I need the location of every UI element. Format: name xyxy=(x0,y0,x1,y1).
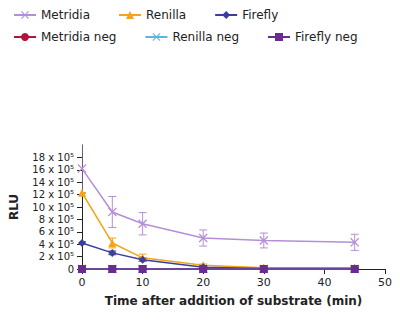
svg-text:Renilla: Renilla xyxy=(146,8,186,22)
svg-text:20: 20 xyxy=(196,276,210,289)
svg-text:Firefly neg: Firefly neg xyxy=(295,30,358,44)
svg-text:10 x 10⁵: 10 x 10⁵ xyxy=(32,202,74,213)
svg-text:14 x 10⁵: 14 x 10⁵ xyxy=(32,177,74,188)
svg-text:18 x 10⁵: 18 x 10⁵ xyxy=(32,152,74,163)
svg-text:8 x 10⁵: 8 x 10⁵ xyxy=(39,214,74,225)
svg-text:Metridia: Metridia xyxy=(41,8,90,22)
svg-text:0: 0 xyxy=(79,276,86,289)
svg-text:Metridia neg: Metridia neg xyxy=(41,30,116,44)
svg-text:16 x 10⁵: 16 x 10⁵ xyxy=(32,164,74,175)
svg-text:12 x 10⁵: 12 x 10⁵ xyxy=(32,189,74,200)
svg-text:30: 30 xyxy=(257,276,271,289)
svg-text:0: 0 xyxy=(68,264,74,275)
svg-text:40: 40 xyxy=(317,276,331,289)
svg-text:Firefly: Firefly xyxy=(242,8,278,22)
svg-text:50: 50 xyxy=(378,276,392,289)
svg-text:4 x 10⁵: 4 x 10⁵ xyxy=(39,239,74,250)
svg-text:10: 10 xyxy=(136,276,150,289)
svg-text:Renilla neg: Renilla neg xyxy=(172,30,239,44)
svg-text:Time after addition of substra: Time after addition of substrate (min) xyxy=(105,294,363,308)
svg-text:RLU: RLU xyxy=(7,194,21,220)
svg-text:6 x 10⁵: 6 x 10⁵ xyxy=(39,226,74,237)
svg-text:2 x 10⁵: 2 x 10⁵ xyxy=(39,251,74,262)
